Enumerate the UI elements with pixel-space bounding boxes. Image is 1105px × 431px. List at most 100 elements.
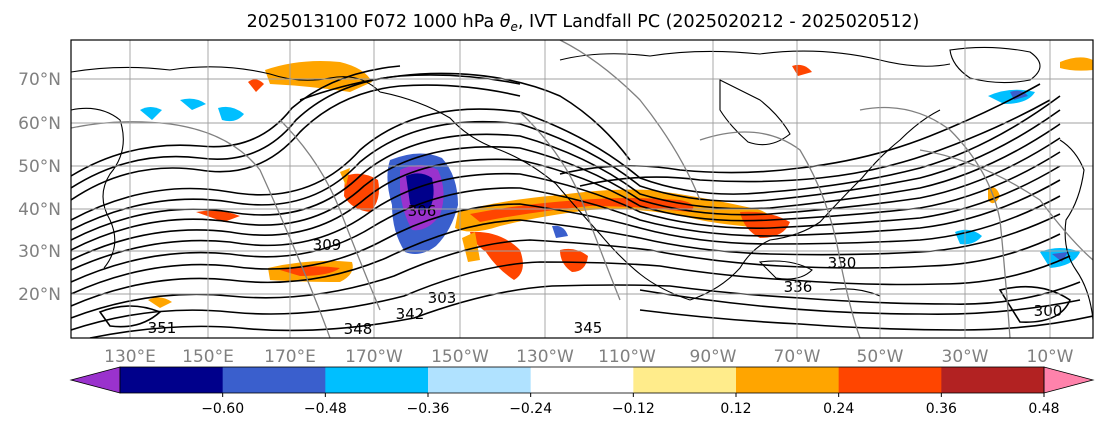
longitude-label: 130°W [516,347,574,367]
coastline [949,46,1041,84]
colorbar-cell [941,367,1045,393]
pc-shading-positive-subtropical-core [280,266,340,276]
longitude-label: 150°W [431,347,489,367]
colorbar-cell [222,367,326,393]
contour-value-label: 348 [344,320,373,338]
map-frame [70,39,1094,339]
theta-e-contours [71,65,1093,338]
contour-value-label: 342 [396,305,425,323]
pc-shading-negative-atlantic-east-core [1052,252,1068,262]
coastline [71,107,124,269]
contour-line [71,195,1061,295]
coastline [689,109,941,301]
coastline [559,50,951,67]
latitude-label: 50°N [18,157,61,177]
longitude-label: 90°W [690,347,737,367]
contour-value-label: 336 [784,278,813,296]
longitude-label: 30°W [942,347,989,367]
colorbar-extend-max [1043,366,1095,394]
contour-line [998,285,1071,323]
colorbar-cell [633,367,737,393]
contour-value-label: 309 [313,236,342,254]
contour-line [71,123,1061,241]
latitude-label: 60°N [18,114,61,134]
pc-shading-positive-river-tail-rim [462,232,480,262]
latitude-label: 40°N [18,200,61,220]
pc-shading-positive-arctic-east [1060,57,1093,71]
pc-shading-negative-west-pacific [140,107,162,120]
contour-line [98,305,162,328]
colorbar-tick-label: −0.48 [304,401,347,417]
pc-shading-positive-river-tail [470,231,523,280]
contour-line [71,109,1061,231]
ivt-contours [71,40,1093,338]
coastline [758,260,813,280]
contour-line [71,255,1071,331]
ivt-contour [519,111,621,301]
pc-shading-positive-atmospheric-river [455,189,774,232]
colorbar-tick-label: −0.60 [201,401,244,417]
longitude-labels: 130°E 150°E 170°E 170°W 150°W 130°W 110°W 90°W 7… [104,347,1074,367]
pc-shading-positive-bering [248,79,264,92]
colorbar-cell [530,367,634,393]
contour-value-label: 330 [828,254,857,272]
title-suffix: , IVT Landfall PC (2025020212 - 20250205… [518,12,919,32]
contour-value-label: 303 [428,289,457,307]
pc-shading-positive-gulf-alaska [265,61,372,92]
coastline [379,91,691,301]
colorbar-cell [120,367,224,393]
contour-line [71,213,1061,307]
title-theta: θ [500,12,511,32]
contour-line [579,99,1051,187]
contour-line [71,84,521,201]
colorbar-tick-label: −0.36 [407,401,450,417]
colorbar-cell [428,367,532,393]
latitude-labels: 70°N 60°N 50°N 40°N 30°N 20°N [18,70,61,305]
contour-line [71,137,1061,251]
title-prefix: 2025013100 F072 1000 hPa [247,12,500,32]
coastline [1059,139,1093,321]
ivt-contour [859,106,1011,338]
coastline [719,79,791,146]
contour-line [71,95,1061,221]
longitude-label: 170°W [345,347,403,367]
colorbar-tick-label: 0.36 [926,401,957,417]
pc-shading-positive-california [560,248,588,272]
colorbar: −0.60 −0.48 −0.36 −0.24 −0.12 0.12 0.24 0.36 0.4… [69,366,1095,417]
ivt-contour [279,119,381,311]
title-theta-sub: e [511,20,518,34]
longitude-label: 110°W [598,347,656,367]
colorbar-tick-label: 0.48 [1028,401,1059,417]
coastline [829,288,881,297]
coastlines [71,46,1093,321]
colorbar-cell [736,367,840,393]
contour-line [639,309,1093,331]
pc-shading-positive-tropical-west [148,297,172,308]
longitude-label: 10°W [1027,347,1074,367]
contour-line [71,179,1061,283]
contour-line [71,65,401,177]
longitude-label: 170°E [264,347,316,367]
longitude-label: 70°W [774,347,821,367]
contour-line [89,281,1081,338]
ivt-contour [919,149,1093,261]
longitude-label: 150°E [182,347,234,367]
pc-shading-negative-north-pacific [218,106,244,122]
colorbar-tick-label: −0.24 [509,401,552,417]
contour-line [71,233,1061,319]
figure-title: 2025013100 F072 1000 hPa θe, IVT Landfal… [247,12,920,34]
colorbar-tick-label: 0.24 [823,401,854,417]
pc-shading-positive-gulf [740,211,790,238]
contour-value-label: 345 [574,319,603,337]
contour-line [299,72,631,161]
colorbar-outline [119,366,1045,394]
contour-line [639,289,1081,316]
colorbar-tick-labels: −0.60 −0.48 −0.36 −0.24 −0.12 0.12 0.24 0.36 0.4… [201,393,1060,417]
contour-labels: 309 306 303 300 348 342 345 351 336 330 [148,202,1063,338]
latitude-label: 70°N [18,70,61,90]
ivt-contour [699,131,861,338]
contour-line [71,165,1061,271]
colorbar-extend-min [69,366,121,394]
map-panel: 309 306 303 300 348 342 345 351 336 330 130°E 150°… [18,39,1094,367]
latitude-label: 20°N [18,285,61,305]
